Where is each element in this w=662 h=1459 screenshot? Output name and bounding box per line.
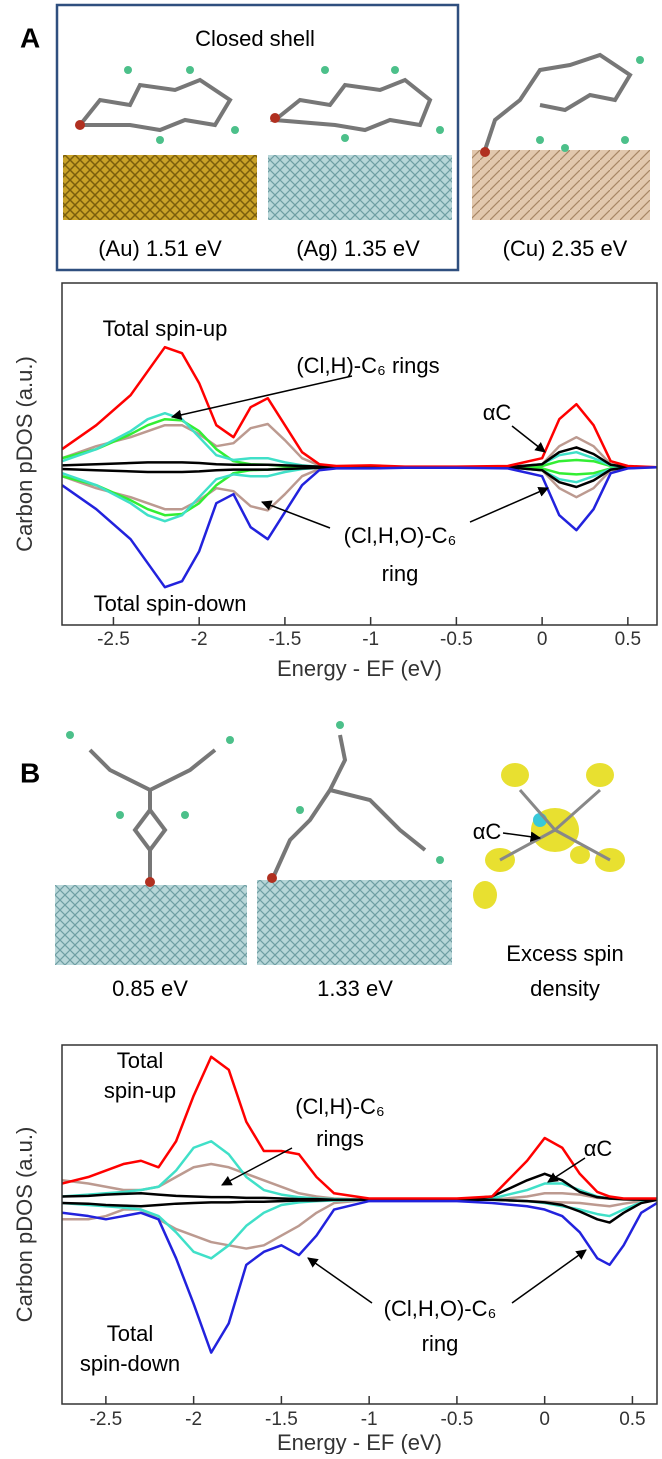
x-tick-label: 0 — [537, 629, 548, 650]
x-tick-label: -2 — [185, 1409, 202, 1430]
x-tick-label: -0.5 — [441, 1409, 474, 1430]
data-line — [62, 1200, 657, 1259]
x-tick-label: -1.5 — [265, 1409, 298, 1430]
caption: density — [530, 976, 600, 1001]
arrow — [548, 1158, 585, 1182]
x-tick-label: 0.5 — [619, 1409, 645, 1430]
molecule-tilted — [257, 721, 452, 965]
annotation: ring — [382, 561, 419, 586]
image-label: αC — [473, 819, 502, 844]
arrow — [512, 426, 545, 452]
molecule-cu — [472, 55, 650, 220]
annotation: (Cl,H)-C₆ rings — [296, 353, 439, 378]
caption: (Au) 1.51 eV — [98, 236, 222, 261]
arrow — [470, 488, 548, 522]
x-axis-label: Energy - EF (eV) — [277, 656, 442, 681]
x-tick-label: 0.5 — [615, 629, 641, 650]
pdos-chart: -2.5 -2 -1.5 -1 -0.5 0 0.5 Energy - EF (eV) Carb… — [12, 283, 657, 681]
x-axis-label: Energy - EF (eV) — [277, 1430, 442, 1454]
molecule-au — [63, 66, 257, 220]
caption: Excess spin — [506, 941, 623, 966]
x-tick-label: -1 — [361, 1409, 378, 1430]
annotation: (Cl,H)-C₆ — [295, 1094, 385, 1119]
annotation: ring — [422, 1331, 459, 1356]
data-line — [62, 467, 657, 521]
annotation: αC — [483, 400, 512, 425]
panel-label: A — [20, 22, 40, 53]
pdos-chart: -2.5 -2 -1.5 -1 -0.5 0 0.5 Energy - EF (eV) Carb… — [12, 1045, 657, 1454]
data-line — [62, 467, 657, 515]
page: A Closed shell (Au) 1.51 eV (Ag) 1.35 eV… — [0, 0, 662, 1454]
box-title: Closed shell — [195, 26, 315, 51]
annotation: spin-up — [104, 1078, 176, 1103]
caption: (Cu) 2.35 eV — [503, 236, 628, 261]
arrow — [262, 502, 330, 528]
annotation: (Cl,H,O)-C₆ — [344, 523, 457, 548]
caption: 1.33 eV — [317, 976, 393, 1001]
x-tick-label: -0.5 — [440, 629, 473, 650]
x-tick-label: -1.5 — [269, 629, 302, 650]
y-axis-label: Carbon pDOS (a.u.) — [12, 1127, 37, 1323]
caption: (Ag) 1.35 eV — [296, 236, 420, 261]
x-tick-label: 0 — [539, 1409, 550, 1430]
annotation: rings — [316, 1126, 364, 1151]
annotation: αC — [584, 1136, 613, 1161]
caption: 0.85 eV — [112, 976, 188, 1001]
x-tick-label: -1 — [362, 629, 379, 650]
arrow — [222, 1148, 292, 1185]
annotation: Total spin-down — [94, 591, 247, 616]
arrow — [512, 1250, 586, 1303]
molecule-upright — [55, 731, 247, 965]
figure: A Closed shell (Au) 1.51 eV (Ag) 1.35 eV… — [0, 0, 662, 1454]
panel-label: B — [20, 757, 40, 788]
arrow — [308, 1258, 372, 1303]
data-line — [62, 447, 657, 467]
data-line — [62, 419, 657, 467]
data-line — [62, 413, 657, 467]
plot-area — [62, 347, 657, 587]
annotation: Total — [117, 1048, 163, 1073]
x-tick-label: -2.5 — [90, 1409, 123, 1430]
molecule-ag — [268, 66, 452, 220]
annotation: Total — [107, 1321, 153, 1346]
data-line — [62, 467, 657, 487]
annotation: (Cl,H,O)-C₆ — [384, 1296, 497, 1321]
annotation: Total spin-up — [103, 316, 228, 341]
y-axis-label: Carbon pDOS (a.u.) — [12, 356, 37, 552]
x-tick-label: -2.5 — [97, 629, 130, 650]
x-tick-label: -2 — [191, 629, 208, 650]
annotation: spin-down — [80, 1351, 180, 1376]
